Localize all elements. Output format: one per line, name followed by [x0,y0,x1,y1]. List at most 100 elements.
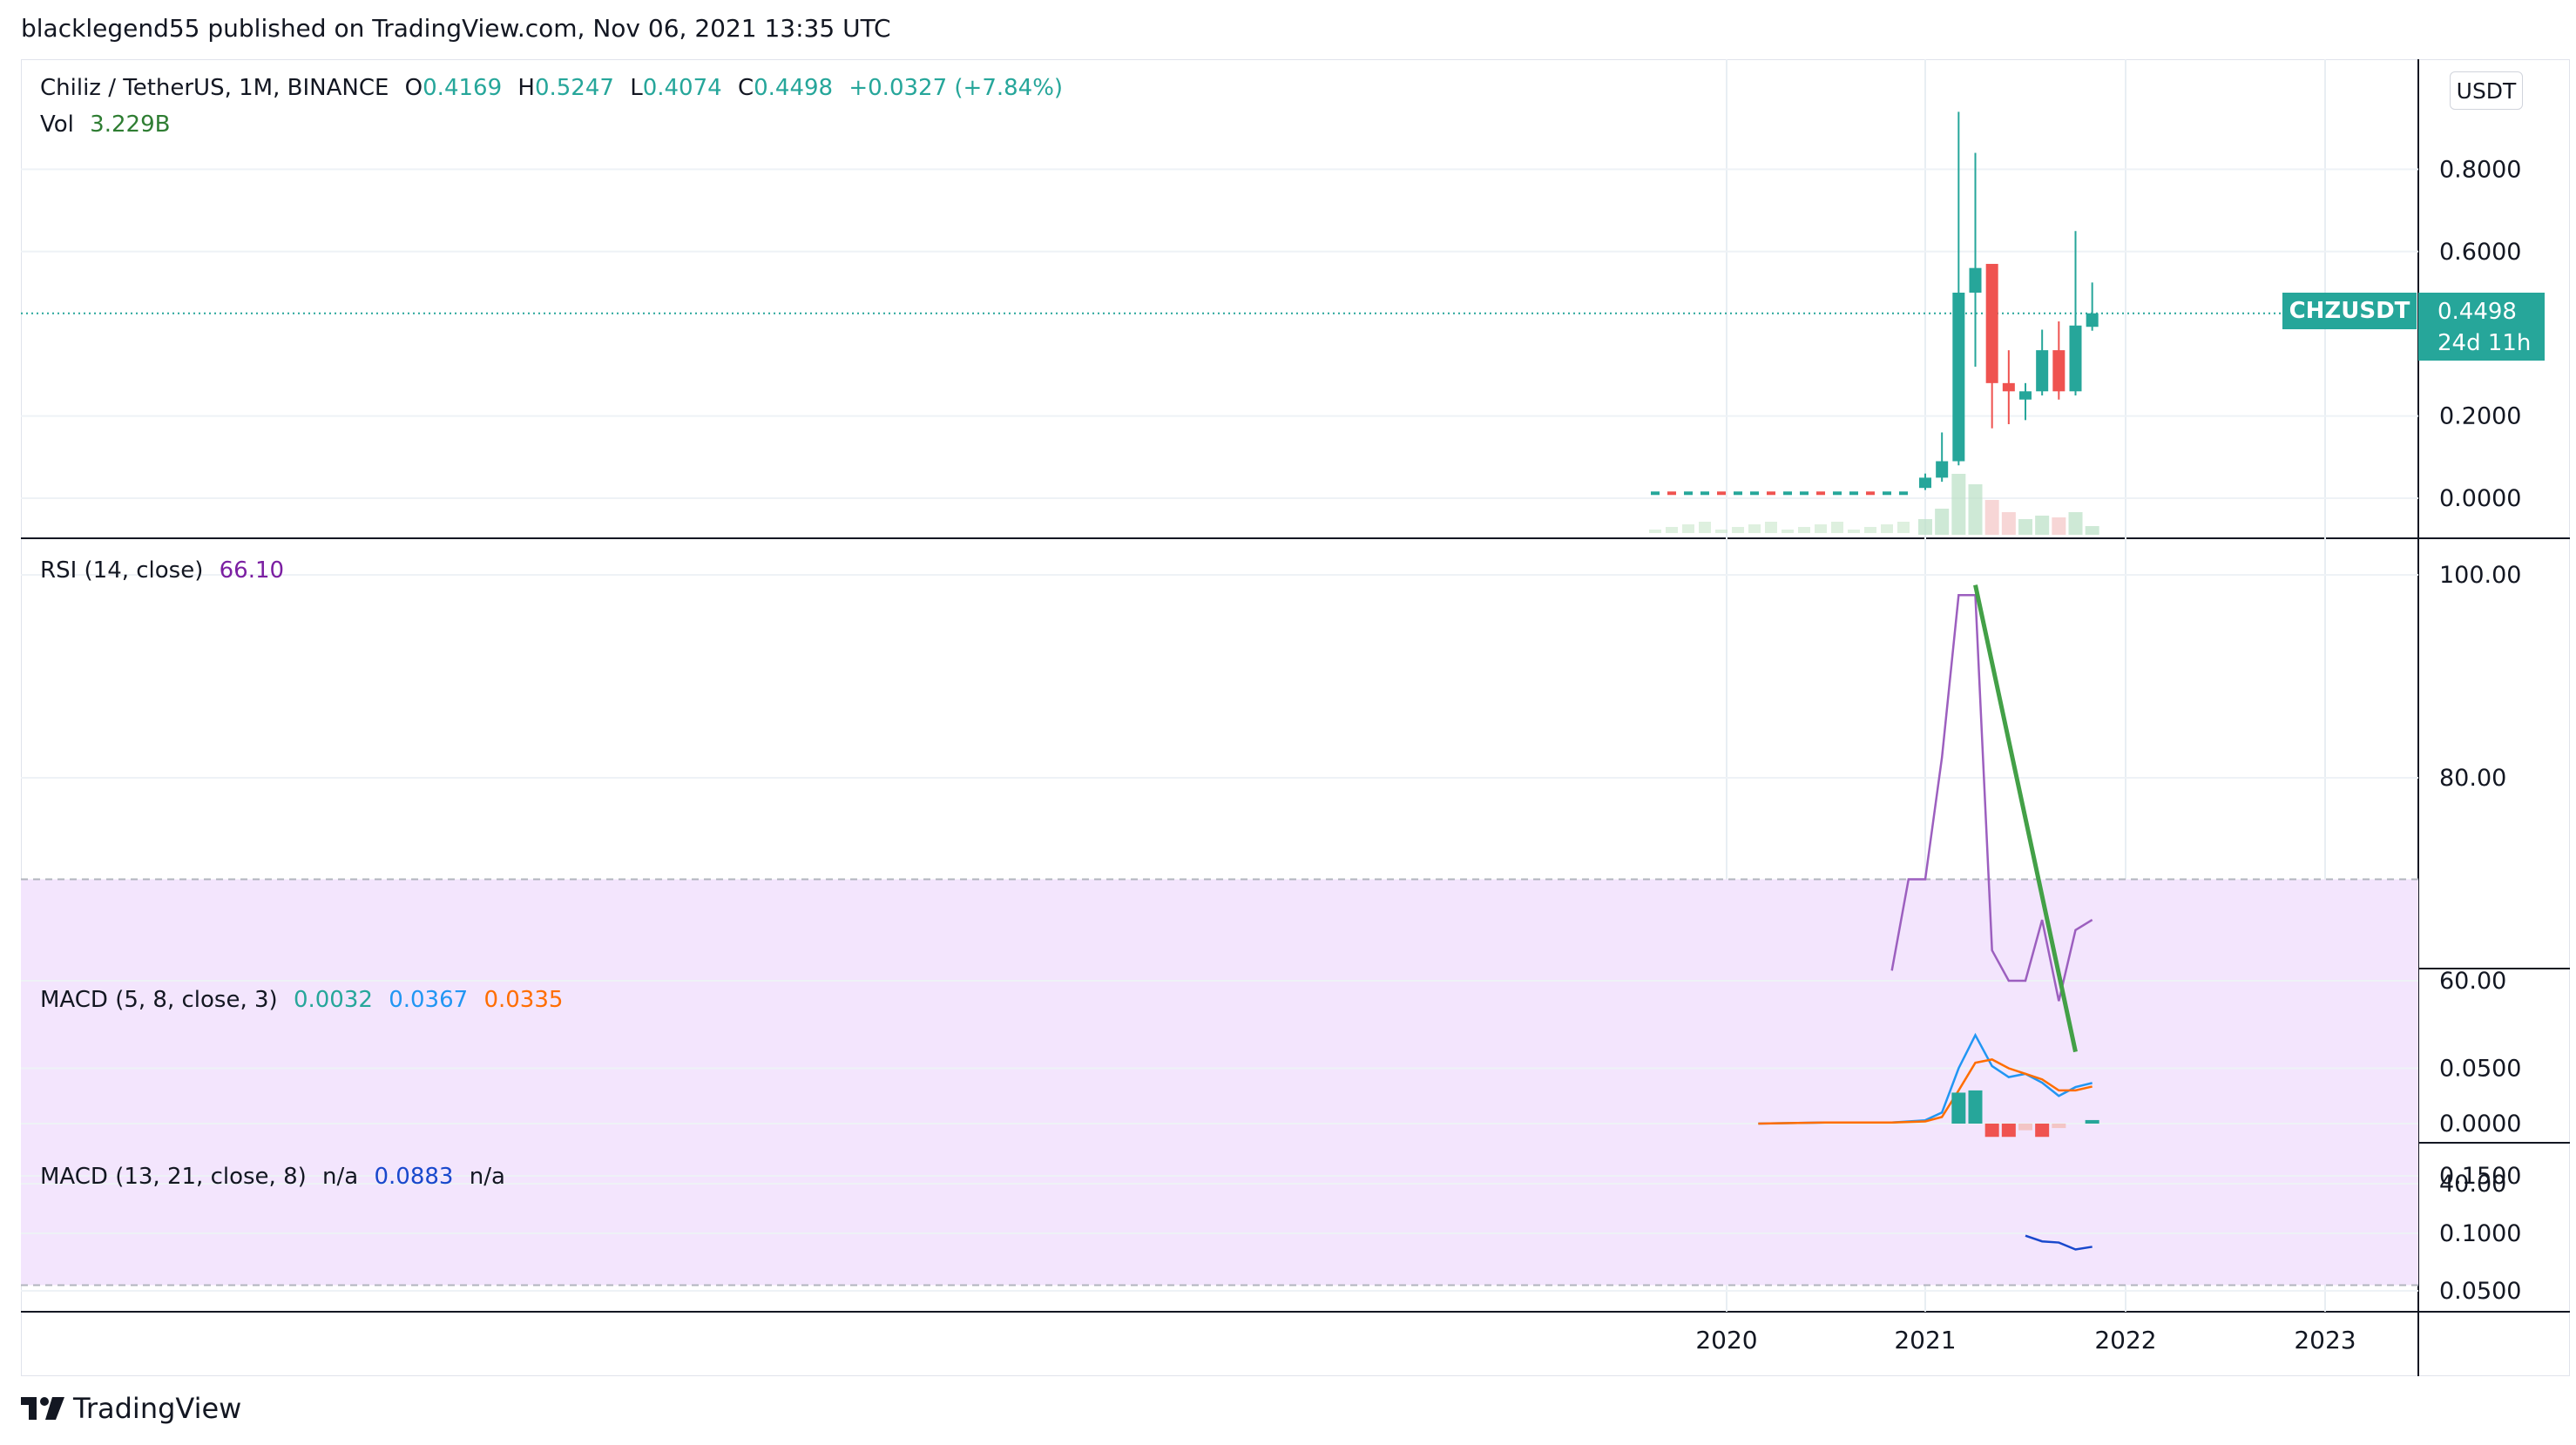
bar-countdown: 24d 11h [2437,330,2532,356]
candle-body [1919,477,1931,489]
last-price-tag: 0.4498 24d 11h [2418,293,2545,361]
vol-value: 3.229B [90,111,171,138]
candle-small [1700,491,1709,496]
rsi-band [21,879,2418,1286]
candle-small [1684,491,1693,496]
rsi-axis-tick: 100.00 [2439,562,2521,589]
symbol-price-tag: CHZUSDT [2282,293,2417,329]
candle-body [2052,350,2066,392]
macd1-label: MACD (5, 8, close, 3) [40,987,278,1013]
macd1-axis-tick: 0.0500 [2439,1056,2521,1083]
candle-small [1667,491,1676,496]
macd2-label: MACD (13, 21, close, 8) [40,1164,307,1190]
currency-button[interactable]: USDT [2450,71,2523,110]
macd1-histogram-bar [2052,1124,2066,1129]
candle-body [2086,313,2099,327]
open-label: O [404,75,423,101]
macd1-histogram-bar [2035,1124,2050,1138]
volume-bar [1732,527,1744,533]
volume-bar [1682,524,1694,533]
close-label: C [737,75,754,101]
main-legend: Chiliz / TetherUS, 1M, BINANCE O0.4169 H… [40,75,1072,101]
macd1-signal-line [1758,1058,2093,1125]
volume-bar [1951,474,1966,535]
volume-bar [1666,527,1678,533]
brand-name: TradingView [73,1392,242,1425]
change-value: +0.0327 (+7.84%) [849,75,1064,101]
candle-small [1866,491,1875,496]
candle-small [1750,491,1759,496]
candle-body [1952,293,1965,462]
macd2-legend: MACD (13, 21, close, 8) n/a 0.0883 n/a [40,1164,514,1190]
candle-small [1883,491,1891,496]
macd2-hist-value: n/a [322,1164,359,1190]
volume-bar [2018,519,2032,535]
high-value: 0.5247 [534,75,614,101]
volume-bar [1765,522,1777,533]
volume-bar [2085,526,2099,535]
rsi-axis-tick: 60.00 [2439,968,2506,995]
price-axis-tick: 0.0000 [2439,485,2521,512]
volume-bar [1848,530,1860,533]
trend-line-drawing [1973,584,2078,1053]
candle-body [2069,325,2082,392]
volume-bar [1699,522,1711,533]
rsi-axis-tick: 80.00 [2439,765,2506,792]
volume-bar [1864,527,1876,533]
candle-small [1816,491,1825,496]
volume-bar [1918,519,1932,535]
price-axis-tick: 0.8000 [2439,156,2521,183]
candle-small [1783,491,1792,496]
macd1-legend: MACD (5, 8, close, 3) 0.0032 0.0367 0.03… [40,987,571,1013]
candle-small [1767,491,1775,496]
x-axis-label: 2020 [1695,1326,1757,1354]
candle-body [1969,267,1982,293]
macd1-axis-tick: 0.0000 [2439,1111,2521,1138]
candle-body [1936,461,1949,478]
candle-small [1734,491,1742,496]
macd1-histogram-bar [1984,1124,1999,1138]
price-axis-tick: 0.6000 [2439,239,2521,266]
tradingview-logo[interactable]: TradingView [21,1392,241,1425]
macd1-hist-value: 0.0032 [293,987,373,1013]
rsi-axis-tick: 40.00 [2439,1171,2506,1198]
volume-bar [2035,516,2050,535]
macd1-histogram-bar [2085,1119,2099,1124]
macd2-macd-value: 0.0883 [374,1164,454,1190]
candle-small [1899,491,1908,496]
candle-small [1651,491,1660,496]
high-label: H [517,75,535,101]
volume-bar [2068,512,2083,535]
macd1-histogram-bar [2001,1124,2016,1138]
vol-label: Vol [40,111,74,138]
volume-bar [1748,524,1761,533]
volume-bar [2052,517,2066,535]
chart-frame [21,59,2570,1376]
x-axis-label: 2021 [1894,1326,1956,1354]
low-label: L [630,75,643,101]
volume-bar [1984,500,1999,535]
candle-body [2002,382,2015,392]
rsi-legend: RSI (14, close) 66.10 [40,557,293,584]
volume-bar [1815,524,1827,533]
volume-bar [1897,522,1910,533]
volume-bar [1831,522,1843,533]
macd1-histogram-bar [1968,1090,1983,1124]
macd2-axis-tick: 0.0500 [2439,1278,2521,1305]
macd2-macd-line [2025,1234,2093,1251]
symbol-line: Chiliz / TetherUS, 1M, BINANCE [40,75,389,101]
volume-bar [1782,530,1794,533]
volume-bar [1715,530,1727,533]
macd1-histogram-bar [2018,1124,2032,1131]
macd1-signal-value: 0.0335 [483,987,564,1013]
macd1-histogram-bar [1951,1092,1966,1124]
macd2-axis-tick: 0.1000 [2439,1220,2521,1247]
x-axis-label: 2022 [2094,1326,2156,1354]
candle-small [1833,491,1842,496]
candle-body [2019,391,2032,400]
volume-bar [2001,512,2016,535]
candle-small [1800,491,1809,496]
volume-legend: Vol 3.229B [40,111,179,138]
rsi-line [1890,594,2093,1002]
